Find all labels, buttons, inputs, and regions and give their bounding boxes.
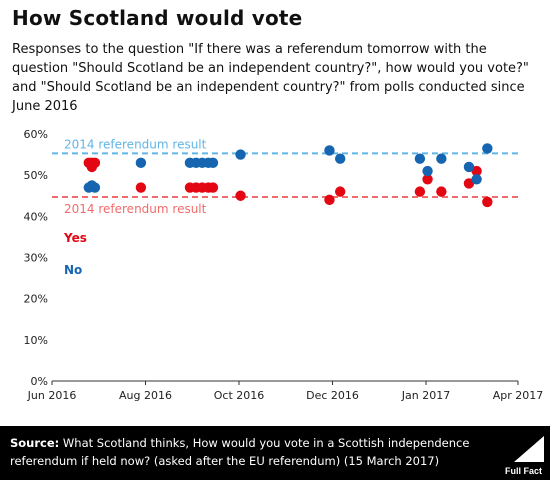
y-tick-label: 20% xyxy=(24,293,48,306)
no-point xyxy=(414,153,426,164)
reference-line-label: 2014 referendum result xyxy=(64,137,207,151)
no-point xyxy=(135,157,147,169)
legend-no: No xyxy=(64,263,82,277)
no-point xyxy=(482,143,493,154)
yes-point xyxy=(422,174,433,185)
y-tick-label: 10% xyxy=(24,334,48,347)
yes-point xyxy=(414,186,426,197)
yes-point xyxy=(334,186,346,197)
yes-point xyxy=(463,178,475,189)
source-note: Source: What Scotland thinks, How would … xyxy=(10,434,470,470)
source-text: What Scotland thinks, How would you vote… xyxy=(10,436,470,468)
x-tick-label: Jun 2016 xyxy=(27,389,77,402)
no-point xyxy=(471,174,482,185)
reference-line-label: 2014 referendum result xyxy=(64,202,207,216)
source-label: Source: xyxy=(10,436,60,450)
yes-point xyxy=(86,161,98,173)
y-tick-label: 40% xyxy=(24,210,48,223)
scatter-chart: 0% 10% 20% 30% 40% 50% 60% Jun 2016 Aug 2016 Oct… xyxy=(24,128,544,402)
y-tick-label: 60% xyxy=(24,128,48,141)
x-axis: Jun 2016 Aug 2016 Oct 2016 Dec 2016 Jan 2017… xyxy=(27,380,544,402)
y-tick-label: 30% xyxy=(24,252,48,265)
reference-lines: 2014 referendum result 2014 referendum re… xyxy=(52,137,518,216)
yes-point xyxy=(482,196,493,208)
yes-point xyxy=(471,165,482,177)
logo-text: Full Fact xyxy=(504,466,542,476)
x-tick-label: Aug 2016 xyxy=(119,389,172,402)
x-tick-label: Apr 2017 xyxy=(493,389,544,402)
chart-title: How Scotland would vote xyxy=(12,6,303,30)
y-tick-label: 50% xyxy=(24,169,48,182)
no-point xyxy=(235,149,246,160)
full-fact-logo-icon xyxy=(514,436,544,462)
no-point xyxy=(463,161,475,173)
data-points xyxy=(83,143,493,208)
x-tick-label: Dec 2016 xyxy=(306,389,359,402)
footer-bar: Source: What Scotland thinks, How would … xyxy=(0,426,550,480)
y-axis-ticks: 0% 10% 20% 30% 40% 50% 60% xyxy=(24,128,48,388)
no-point xyxy=(324,145,335,156)
x-tick-label: Oct 2016 xyxy=(214,389,265,402)
no-point xyxy=(436,153,447,164)
yes-point xyxy=(235,190,246,201)
y-tick-label: 0% xyxy=(31,375,48,388)
legend-yes: Yes xyxy=(63,231,87,245)
yes-point xyxy=(324,194,335,206)
yes-point xyxy=(135,182,147,193)
no-point xyxy=(422,165,433,177)
yes-point xyxy=(207,182,219,193)
no-point xyxy=(89,182,101,193)
chart-subtitle: Responses to the question "If there was … xyxy=(12,42,529,114)
legend: Yes No xyxy=(63,231,87,277)
no-point xyxy=(207,157,219,169)
yes-point xyxy=(436,186,447,197)
no-point xyxy=(334,153,346,164)
x-tick-label: Jan 2017 xyxy=(401,389,450,402)
